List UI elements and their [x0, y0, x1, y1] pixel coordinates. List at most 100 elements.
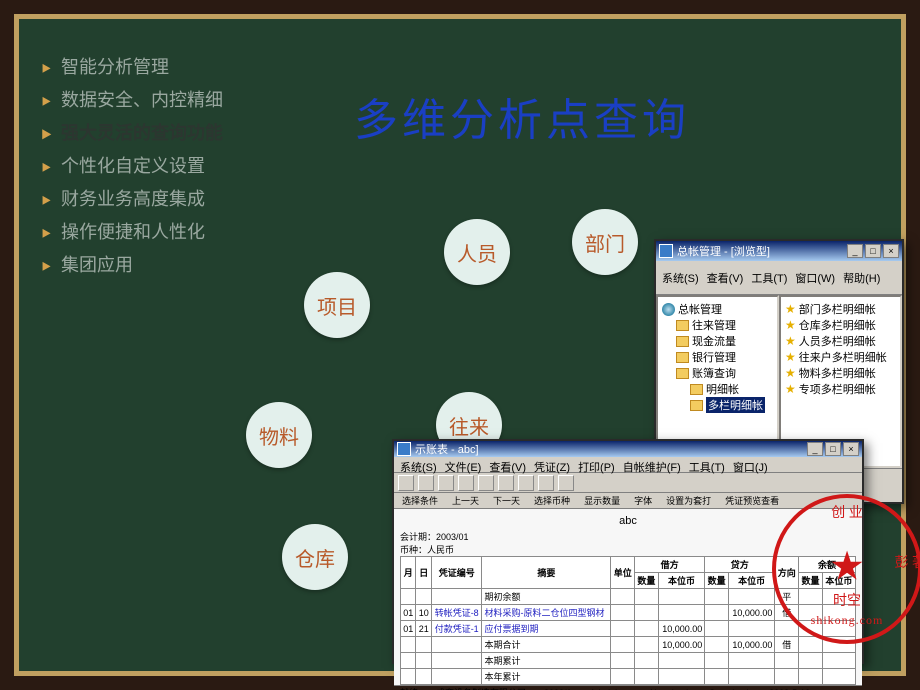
table-cell: 10,000.00: [658, 637, 704, 653]
toolbar-label[interactable]: 选择条件: [402, 494, 438, 507]
status-company: 成套设备制造有限公司: [436, 686, 526, 690]
table-cell: [401, 589, 416, 605]
ledger-sheet-window[interactable]: 示账表 - abc] _ □ × 系统(S) 文件(E) 查看(V) 凭证(Z)…: [392, 439, 864, 664]
menu-item[interactable]: 窗口(J): [733, 459, 768, 475]
col-dir: 方向: [775, 557, 799, 589]
menubar[interactable]: 系统(S) 文件(E) 查看(V) 凭证(Z) 打印(P) 自帐维护(F) 工具…: [394, 457, 862, 473]
menu-system[interactable]: 系统(S): [662, 270, 699, 286]
list-item[interactable]: ★部门多栏明细帐: [785, 301, 896, 317]
table-row[interactable]: 本期累计: [401, 653, 856, 669]
menu-item[interactable]: 系统(S): [400, 459, 437, 475]
star-icon: ★: [785, 334, 796, 348]
toolbar-button[interactable]: [498, 475, 514, 491]
menu-help[interactable]: 帮助(H): [843, 270, 880, 286]
toolbar[interactable]: [394, 473, 862, 493]
slide: 智能分析管理 数据安全、内控精细 强大灵活的查询功能 个性化自定义设置 财务业务…: [0, 0, 920, 690]
window-titlebar[interactable]: 示账表 - abc] _ □ ×: [394, 441, 862, 457]
window-titlebar[interactable]: 总帐管理 - [浏览型] _ □ ×: [656, 241, 902, 261]
table-cell: [401, 653, 416, 669]
star-icon: ★: [785, 302, 796, 316]
toolbar-button[interactable]: [398, 475, 414, 491]
tree-item[interactable]: 往来管理: [662, 317, 773, 333]
table-cell: [799, 653, 823, 669]
menu-tools[interactable]: 工具(T): [751, 270, 787, 286]
col-month: 月: [401, 557, 416, 589]
tree-root[interactable]: 总帐管理: [662, 301, 773, 317]
toolbar-label[interactable]: 上一天: [452, 494, 479, 507]
menu-item[interactable]: 工具(T): [689, 459, 725, 475]
menu-item[interactable]: 凭证(Z): [534, 459, 570, 475]
menubar[interactable]: 系统(S) 查看(V) 工具(T) 窗口(W) 帮助(H): [656, 261, 902, 295]
list-item[interactable]: ★人员多栏明细帐: [785, 333, 896, 349]
toolbar-button[interactable]: [458, 475, 474, 491]
list-item[interactable]: ★往来户多栏明细帐: [785, 349, 896, 365]
close-button[interactable]: ×: [843, 442, 859, 456]
table-cell: 10,000.00: [658, 621, 704, 637]
list-item[interactable]: ★物料多栏明细帐: [785, 365, 896, 381]
globe-icon: [662, 303, 675, 316]
toolbar-label[interactable]: 显示数量: [584, 494, 620, 507]
tree-label: 往来管理: [692, 317, 736, 333]
table-row[interactable]: 0121付款凭证-1应付票据到期10,000.00: [401, 621, 856, 637]
table-cell: [635, 621, 659, 637]
toolbar-label[interactable]: 下一天: [493, 494, 520, 507]
star-icon: ★: [785, 366, 796, 380]
col-voucher: 凭证编号: [431, 557, 482, 589]
feature-text: 数据安全、内控精细: [61, 87, 223, 114]
tree-item-selected[interactable]: 多栏明细帐: [662, 397, 773, 413]
table-row[interactable]: 本年累计: [401, 669, 856, 685]
table-cell: [658, 653, 704, 669]
app-icon: [397, 442, 411, 456]
table-cell: [416, 589, 431, 605]
list-item[interactable]: ★仓库多栏明细帐: [785, 317, 896, 333]
list-item[interactable]: ★专项多栏明细帐: [785, 381, 896, 397]
table-cell: 21: [416, 621, 431, 637]
toolbar-label[interactable]: 选择币种: [534, 494, 570, 507]
table-row[interactable]: 本期合计10,000.0010,000.00借: [401, 637, 856, 653]
menu-item[interactable]: 自帐维护(F): [623, 459, 681, 475]
node-warehouse: 仓库: [282, 524, 348, 590]
toolbar-button[interactable]: [438, 475, 454, 491]
menu-item[interactable]: 打印(P): [578, 459, 615, 475]
window-title: 总帐管理 - [浏览型]: [677, 243, 770, 259]
tree-item[interactable]: 明细帐: [662, 381, 773, 397]
toolbar-label[interactable]: 设置为套打: [666, 494, 711, 507]
window-title: 示账表 - abc]: [415, 441, 479, 457]
col-qty2: 数量: [705, 573, 729, 589]
table-cell: [635, 605, 659, 621]
close-button[interactable]: ×: [883, 244, 899, 258]
table-cell: [431, 669, 482, 685]
toolbar-label[interactable]: 字体: [634, 494, 652, 507]
table-cell: [705, 589, 729, 605]
table-row[interactable]: 期初余额平: [401, 589, 856, 605]
feature-item: 操作便捷和人性化: [42, 219, 282, 246]
feature-text: 强大灵活的查询功能: [61, 120, 223, 147]
table-cell: [705, 669, 729, 685]
toolbar-button[interactable]: [478, 475, 494, 491]
tree-item-open[interactable]: 账簿查询: [662, 365, 773, 381]
toolbar-button[interactable]: [418, 475, 434, 491]
toolbar-button[interactable]: [558, 475, 574, 491]
node-label: 仓库: [295, 543, 335, 572]
menu-view[interactable]: 查看(V): [707, 270, 744, 286]
table-cell: [431, 653, 482, 669]
table-cell: [658, 605, 704, 621]
minimize-button[interactable]: _: [807, 442, 823, 456]
maximize-button[interactable]: □: [865, 244, 881, 258]
toolbar-label[interactable]: 凭证预览查看: [725, 494, 779, 507]
toolbar-button[interactable]: [538, 475, 554, 491]
menu-window[interactable]: 窗口(W): [795, 270, 835, 286]
table-cell: [775, 621, 799, 637]
table-cell: [658, 669, 704, 685]
menu-item[interactable]: 查看(V): [489, 459, 526, 475]
table-cell: 应付票据到期: [482, 621, 611, 637]
toolbar-button[interactable]: [518, 475, 534, 491]
maximize-button[interactable]: □: [825, 442, 841, 456]
table-cell: [705, 637, 729, 653]
tree-item[interactable]: 现金流量: [662, 333, 773, 349]
tree-item[interactable]: 银行管理: [662, 349, 773, 365]
menu-item[interactable]: 文件(E): [445, 459, 482, 475]
ledger-table[interactable]: 月 日 凭证编号 摘要 单位 借方 贷方 方向 余额 数量 本位币 数量: [400, 556, 856, 685]
minimize-button[interactable]: _: [847, 244, 863, 258]
table-row[interactable]: 0110转帐凭证-8材料采购-原料二仓位四型钢材10,000.00借: [401, 605, 856, 621]
